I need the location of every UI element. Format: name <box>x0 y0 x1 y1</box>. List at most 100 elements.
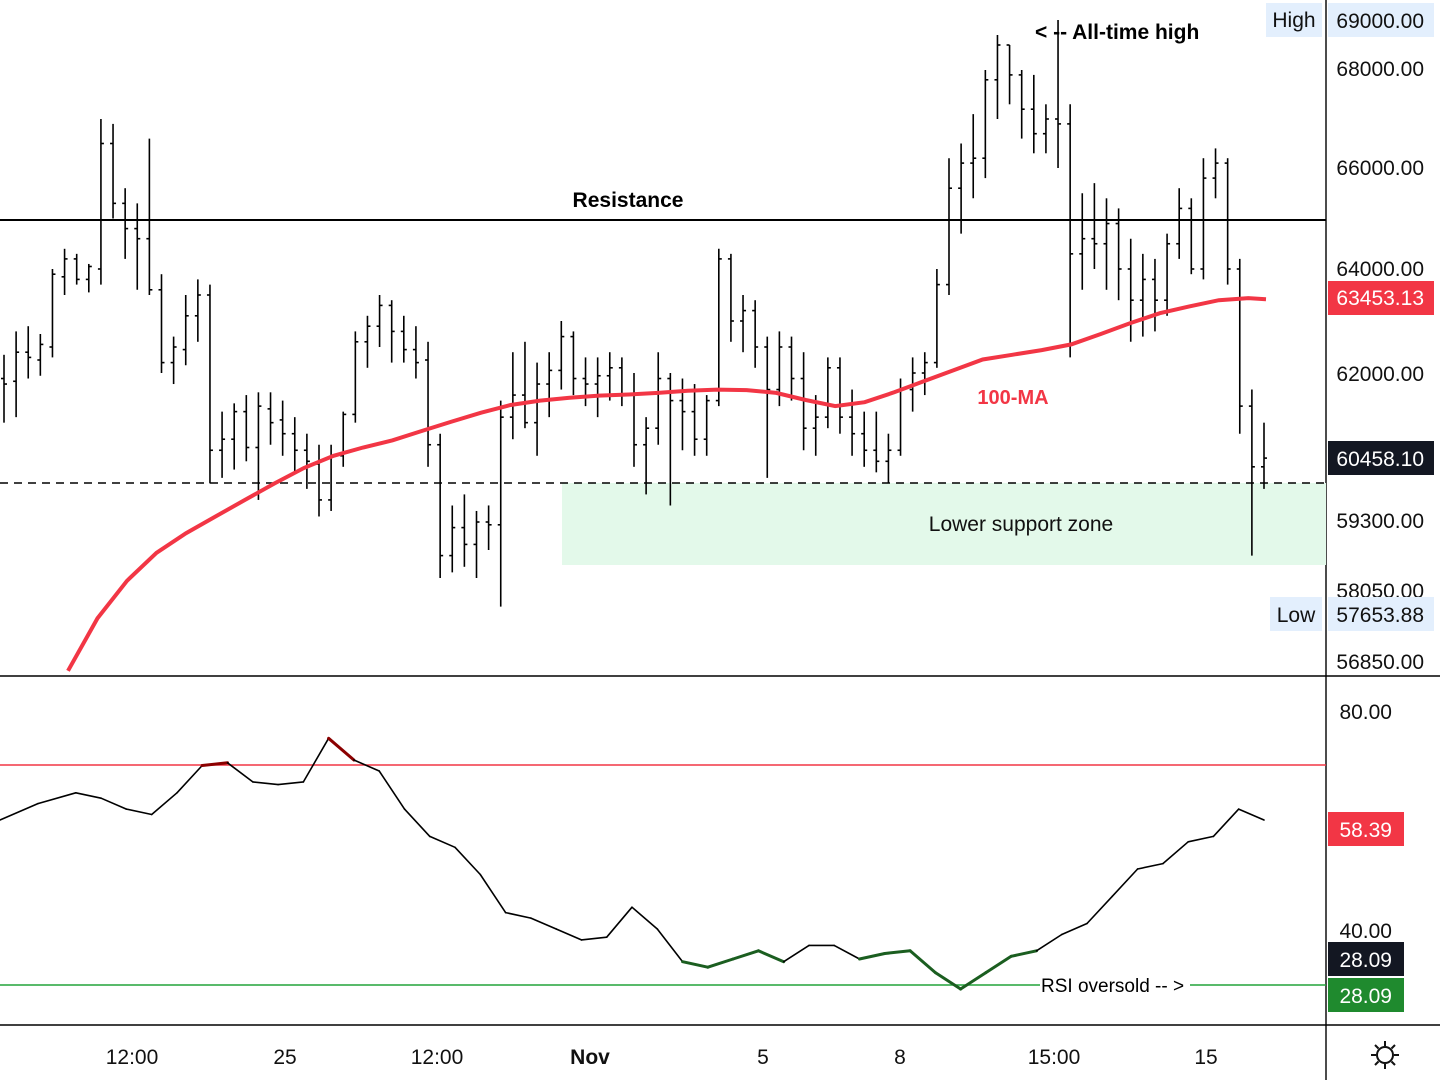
candle <box>1006 44 1013 105</box>
rsi-segment <box>631 906 659 930</box>
candle <box>303 433 310 489</box>
candle <box>37 334 44 376</box>
rsi-segment <box>378 770 406 810</box>
candle <box>158 274 165 373</box>
candle <box>206 284 213 484</box>
rsi-segment <box>959 971 988 991</box>
candle <box>1188 198 1195 275</box>
candle <box>715 248 722 407</box>
candle <box>1079 193 1086 290</box>
rsi-segment <box>883 949 912 955</box>
rsi-segment <box>731 949 760 961</box>
rsi-segment <box>428 835 456 849</box>
candle <box>958 143 965 234</box>
rsi-segment <box>1187 835 1215 843</box>
rsi-segment <box>858 952 887 961</box>
rsi-segment <box>100 797 128 810</box>
candle <box>388 300 395 363</box>
candle <box>146 138 153 295</box>
ma-100-line <box>66 296 1267 672</box>
low-value-badge <box>1328 597 1434 631</box>
rsi-segment <box>555 928 583 941</box>
candle <box>509 352 516 440</box>
rsi-segment <box>226 761 254 783</box>
candle <box>437 433 444 578</box>
candle <box>73 253 80 285</box>
rsi-oversold-label: RSI oversold -- > <box>1041 976 1184 997</box>
rsi-tick-80: 80.00 <box>1339 701 1392 724</box>
candle <box>194 279 201 342</box>
candle <box>134 203 141 290</box>
rsi-segment <box>327 736 356 762</box>
rsi-segment <box>479 873 507 914</box>
price-tick-59300: 59300.00 <box>1336 510 1424 533</box>
candle <box>1212 148 1219 199</box>
low-label: Low <box>1277 604 1316 627</box>
candle <box>97 119 104 285</box>
rsi-segment <box>908 949 937 975</box>
rsi-segment <box>1237 808 1265 821</box>
ath-annotation: < -- All-time high <box>1035 21 1199 44</box>
candle <box>1261 422 1267 489</box>
candle <box>352 331 359 423</box>
price-tick-62000: 62000.00 <box>1336 363 1424 386</box>
rsi-segment <box>1212 808 1240 838</box>
candle <box>994 35 1001 119</box>
candle <box>170 336 177 385</box>
candle <box>497 400 504 607</box>
settings-gear-icon[interactable] <box>1371 1041 1399 1069</box>
rsi-segment <box>454 846 482 876</box>
candle <box>933 269 940 368</box>
candle <box>219 411 226 478</box>
rsi-overbought-badge <box>1328 812 1404 846</box>
high-value-badge <box>1328 3 1434 37</box>
candle <box>13 331 20 418</box>
candle <box>727 253 734 342</box>
high-value: 69000.00 <box>1336 10 1424 33</box>
support-zone <box>562 483 1326 565</box>
x-tick-5: 5 <box>757 1046 769 1069</box>
rsi-segment <box>580 936 608 941</box>
rsi-segment <box>252 781 279 786</box>
candle <box>1224 158 1231 285</box>
candle <box>1115 208 1122 301</box>
candle <box>85 263 92 293</box>
rsi-segment <box>176 764 203 794</box>
rsi-segment <box>302 737 330 783</box>
candle <box>412 326 419 379</box>
candle <box>703 395 710 456</box>
candle <box>1176 188 1183 259</box>
rsi-segment <box>1136 862 1164 870</box>
candle <box>1055 20 1062 168</box>
candle <box>655 352 662 445</box>
rsi-overbought-value: 58.39 <box>1339 819 1392 842</box>
candle <box>946 158 952 295</box>
price-tick-68000: 68000.00 <box>1336 58 1424 81</box>
candle <box>643 417 650 495</box>
rsi-segment <box>605 906 633 939</box>
x-tick-15: 15 <box>1194 1046 1217 1069</box>
price-tick-66000: 66000.00 <box>1336 157 1424 180</box>
candle <box>279 400 286 456</box>
candle <box>485 505 492 550</box>
rsi-segment <box>277 781 305 786</box>
ma-label: 100-MA <box>977 387 1048 409</box>
candle <box>231 403 238 470</box>
candle <box>1091 183 1098 269</box>
candle <box>861 411 868 467</box>
candle <box>667 373 674 506</box>
candle <box>182 295 189 366</box>
candle <box>400 315 407 363</box>
rsi-segment <box>1009 949 1038 958</box>
rsi-segment <box>706 957 735 969</box>
candle <box>921 352 928 396</box>
candle <box>1248 389 1255 556</box>
candle <box>1 354 7 423</box>
rsi-segment <box>1086 895 1114 925</box>
candle <box>873 411 880 473</box>
candle <box>1018 70 1025 139</box>
rsi-segment <box>984 954 1013 975</box>
x-tick-nov: Nov <box>570 1046 610 1069</box>
